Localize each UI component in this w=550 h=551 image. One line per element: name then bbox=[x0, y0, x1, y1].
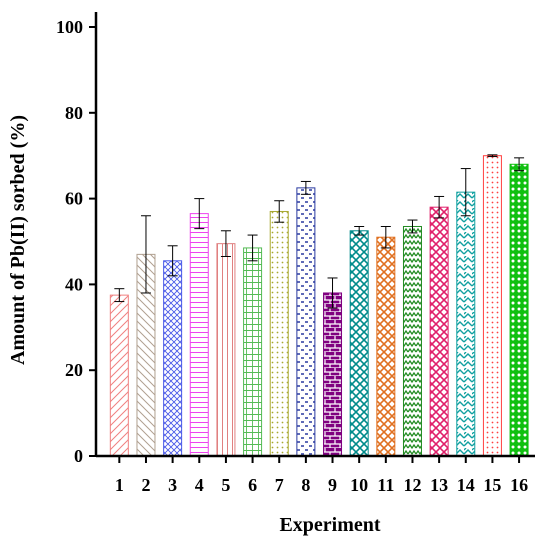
error-bar-11 bbox=[380, 225, 391, 249]
error-bar-15 bbox=[487, 154, 498, 158]
x-tick-label: 11 bbox=[377, 475, 394, 495]
x-tick-label: 12 bbox=[403, 475, 421, 495]
error-bar-16 bbox=[514, 157, 525, 172]
error-bar-5 bbox=[220, 230, 231, 258]
y-ticks: 0 20 40 60 80 100 bbox=[56, 17, 96, 466]
y-tick-label: 80 bbox=[65, 103, 83, 123]
axes bbox=[94, 12, 535, 458]
bar-14 bbox=[456, 191, 476, 457]
error-bars-layer bbox=[114, 154, 525, 309]
error-bar-14 bbox=[460, 168, 471, 217]
bar-5 bbox=[216, 243, 236, 457]
bars-layer bbox=[109, 155, 529, 457]
error-bar-4 bbox=[194, 198, 205, 230]
bar-9 bbox=[323, 292, 343, 457]
error-bar-13 bbox=[434, 195, 445, 219]
x-tick-label: 16 bbox=[510, 475, 528, 495]
error-bar-12 bbox=[407, 219, 418, 234]
error-bar-7 bbox=[274, 200, 285, 223]
x-tick-label: 15 bbox=[483, 475, 501, 495]
y-tick-label: 20 bbox=[65, 360, 83, 380]
x-tick-label: 6 bbox=[248, 475, 257, 495]
bar-6 bbox=[243, 247, 263, 457]
x-tick-label: 8 bbox=[301, 475, 310, 495]
x-tick-label: 13 bbox=[430, 475, 448, 495]
bar-12 bbox=[402, 225, 422, 457]
x-tick-label: 3 bbox=[168, 475, 177, 495]
error-bar-6 bbox=[247, 234, 258, 262]
bar-8 bbox=[296, 187, 316, 457]
y-tick-label: 60 bbox=[65, 189, 83, 209]
error-bar-8 bbox=[300, 180, 311, 195]
bar-13 bbox=[429, 206, 449, 457]
x-axis-title: Experiment bbox=[279, 514, 380, 536]
bar-10 bbox=[349, 230, 369, 457]
y-tick-label: 100 bbox=[56, 17, 83, 37]
bar-1 bbox=[109, 294, 129, 457]
error-bar-3 bbox=[167, 245, 178, 277]
x-tick-label: 5 bbox=[221, 475, 230, 495]
error-bar-10 bbox=[354, 225, 365, 236]
error-bar-1 bbox=[114, 288, 125, 303]
y-tick-label: 0 bbox=[74, 446, 83, 466]
x-ticks: 1 2 3 4 5 6 7 8 9 10 11 12 13 14 15 16 bbox=[115, 456, 528, 495]
x-tick-label: 9 bbox=[328, 475, 337, 495]
error-bar-2 bbox=[140, 215, 151, 294]
x-tick-label: 10 bbox=[350, 475, 368, 495]
bar-3 bbox=[163, 260, 183, 457]
bar-4 bbox=[189, 213, 209, 457]
error-bar-9 bbox=[327, 277, 338, 309]
x-tick-label: 2 bbox=[141, 475, 150, 495]
x-tick-label: 4 bbox=[195, 475, 204, 495]
bar-11 bbox=[376, 236, 396, 457]
x-tick-label: 7 bbox=[275, 475, 284, 495]
y-axis-title: Amount of Pb(II) sorbed (%) bbox=[7, 115, 29, 365]
y-tick-label: 40 bbox=[65, 274, 83, 294]
bar-7 bbox=[269, 210, 289, 457]
x-tick-label: 14 bbox=[457, 475, 475, 495]
bar-15 bbox=[482, 155, 502, 457]
x-tick-label: 1 bbox=[115, 475, 124, 495]
bar-16 bbox=[509, 163, 529, 457]
